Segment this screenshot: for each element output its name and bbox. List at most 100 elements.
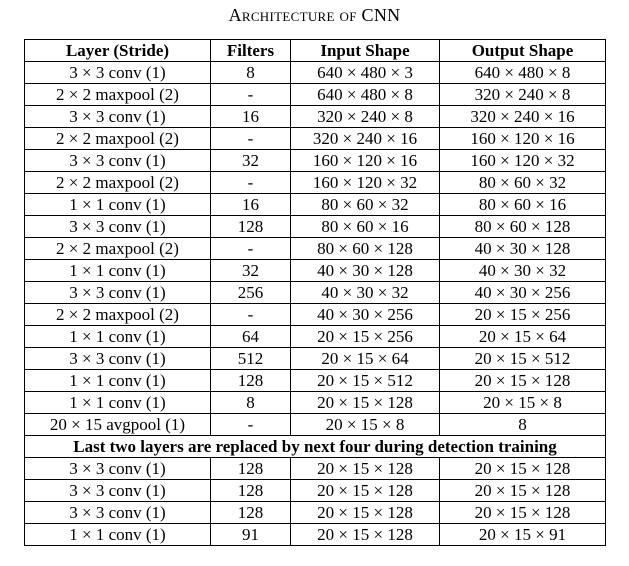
input-shape-cell: 40 × 30 × 32: [290, 281, 440, 304]
table-row: 3 × 3 conv (1) 128 20 × 15 × 128 20 × 15 × …: [24, 457, 606, 480]
filters-cell: -: [210, 171, 291, 194]
table-caption: Architecture of CNN: [228, 5, 401, 25]
layer-cell: 20 × 15 avgpool (1): [24, 413, 211, 436]
input-shape-cell: 160 × 120 × 32: [290, 171, 440, 194]
output-shape-cell: 20 × 15 × 128: [439, 501, 606, 524]
filters-cell: 256: [210, 281, 291, 304]
output-shape-cell: 40 × 30 × 32: [439, 259, 606, 282]
output-shape-cell: 20 × 15 × 91: [439, 523, 606, 546]
table-row: 3 × 3 conv (1) 128 20 × 15 × 128 20 × 15 × …: [24, 479, 606, 502]
input-shape-cell: 80 × 60 × 32: [290, 193, 440, 216]
input-shape-cell: 20 × 15 × 64: [290, 347, 440, 370]
table-row: 3 × 3 conv (1) 32 160 × 120 × 16 160 × 120 …: [24, 149, 606, 172]
output-shape-cell: 20 × 15 × 128: [439, 369, 606, 392]
layer-cell: 1 × 1 conv (1): [24, 523, 211, 546]
layer-cell: 2 × 2 maxpool (2): [24, 171, 211, 194]
input-shape-cell: 20 × 15 × 128: [290, 479, 440, 502]
output-shape-cell: 20 × 15 × 128: [439, 457, 606, 480]
output-shape-cell: 20 × 15 × 128: [439, 479, 606, 502]
table-row: 1 × 1 conv (1) 8 20 × 15 × 128 20 × 15 × 8: [24, 391, 606, 414]
filters-cell: 128: [210, 369, 291, 392]
input-shape-cell: 20 × 15 × 256: [290, 325, 440, 348]
input-shape-cell: 80 × 60 × 16: [290, 215, 440, 238]
layer-cell: 3 × 3 conv (1): [24, 457, 211, 480]
layer-cell: 3 × 3 conv (1): [24, 501, 211, 524]
output-shape-cell: 640 × 480 × 8: [439, 61, 606, 84]
input-shape-cell: 20 × 15 × 8: [290, 413, 440, 436]
input-shape-cell: 640 × 480 × 3: [290, 61, 440, 84]
note-body: Last two layers are replaced by next fou…: [24, 435, 606, 458]
table-row: 2 × 2 maxpool (2) -80 × 60 × 128 40 × 30 ×…: [24, 237, 606, 260]
layer-cell: 3 × 3 conv (1): [24, 479, 211, 502]
filters-cell: 8: [210, 391, 291, 414]
output-shape-cell: 8: [439, 413, 606, 436]
filters-cell: -: [210, 303, 291, 326]
input-shape-cell: 160 × 120 × 16: [290, 149, 440, 172]
layer-cell: 3 × 3 conv (1): [24, 61, 211, 84]
table-row: 2 × 2 maxpool (2) -40 × 30 × 256 20 × 15 ×…: [24, 303, 606, 326]
filters-cell: 16: [210, 105, 291, 128]
detection-table-body: 3 × 3 conv (1) 128 20 × 15 × 128 20 × 15 × …: [24, 457, 606, 546]
layer-cell: 3 × 3 conv (1): [24, 281, 211, 304]
input-shape-cell: 20 × 15 × 128: [290, 391, 440, 414]
table-row: 2 × 2 maxpool (2) -640 × 480 × 8 320 × 240…: [24, 83, 606, 106]
table-row: 2 × 2 maxpool (2) -320 × 240 × 16 160 × 12…: [24, 127, 606, 150]
output-shape-cell: 20 × 15 × 512: [439, 347, 606, 370]
table-row: 1 × 1 conv (1) 128 20 × 15 × 512 20 × 15 × …: [24, 369, 606, 392]
filters-cell: 128: [210, 457, 291, 480]
input-shape-cell: 20 × 15 × 512: [290, 369, 440, 392]
layer-cell: 3 × 3 conv (1): [24, 149, 211, 172]
table-row: 3 × 3 conv (1) 8 640 × 480 × 3 640 × 480 × …: [24, 61, 606, 84]
detection-note: Last two layers are replaced by next fou…: [24, 435, 606, 458]
layer-cell: 3 × 3 conv (1): [24, 105, 211, 128]
table-row: 3 × 3 conv (1) 128 80 × 60 × 16 80 × 60 × 1…: [24, 215, 606, 238]
layer-cell: 1 × 1 conv (1): [24, 369, 211, 392]
output-shape-cell: 20 × 15 × 8: [439, 391, 606, 414]
layer-cell: 2 × 2 maxpool (2): [24, 83, 211, 106]
header-row: Layer (Stride) Filters Input Shape Outpu…: [24, 39, 606, 62]
output-shape-cell: 160 × 120 × 32: [439, 149, 606, 172]
filters-cell: 16: [210, 193, 291, 216]
table-row: 1 × 1 conv (1) 91 20 × 15 × 128 20 × 15 × 9…: [24, 523, 606, 546]
filters-cell: 64: [210, 325, 291, 348]
table-body: 3 × 3 conv (1) 8 640 × 480 × 3 640 × 480 × …: [24, 61, 606, 436]
table-row: 3 × 3 conv (1) 256 40 × 30 × 32 40 × 30 × 2…: [24, 281, 606, 304]
output-shape-cell: 80 × 60 × 16: [439, 193, 606, 216]
filters-cell: 128: [210, 215, 291, 238]
filters-cell: 128: [210, 479, 291, 502]
filters-cell: 128: [210, 501, 291, 524]
layer-cell: 2 × 2 maxpool (2): [24, 303, 211, 326]
output-shape-cell: 80 × 60 × 128: [439, 215, 606, 238]
input-shape-cell: 640 × 480 × 8: [290, 83, 440, 106]
header-input-shape: Input Shape: [290, 39, 440, 62]
filters-cell: 91: [210, 523, 291, 546]
input-shape-cell: 40 × 30 × 128: [290, 259, 440, 282]
layer-cell: 1 × 1 conv (1): [24, 325, 211, 348]
input-shape-cell: 40 × 30 × 256: [290, 303, 440, 326]
input-shape-cell: 20 × 15 × 128: [290, 501, 440, 524]
layer-cell: 1 × 1 conv (1): [24, 259, 211, 282]
filters-cell: -: [210, 413, 291, 436]
header-layer: Layer (Stride): [24, 39, 211, 62]
input-shape-cell: 320 × 240 × 8: [290, 105, 440, 128]
input-shape-cell: 320 × 240 × 16: [290, 127, 440, 150]
filters-cell: 512: [210, 347, 291, 370]
header-output-shape: Output Shape: [439, 39, 606, 62]
filters-cell: -: [210, 127, 291, 150]
output-shape-cell: 320 × 240 × 16: [439, 105, 606, 128]
filters-cell: 32: [210, 259, 291, 282]
filters-cell: 32: [210, 149, 291, 172]
output-shape-cell: 20 × 15 × 256: [439, 303, 606, 326]
layer-cell: 1 × 1 conv (1): [24, 391, 211, 414]
architecture-table: Layer (Stride) Filters Input Shape Outpu…: [24, 39, 606, 546]
table-row: 2 × 2 maxpool (2) -160 × 120 × 32 80 × 60 …: [24, 171, 606, 194]
input-shape-cell: 80 × 60 × 128: [290, 237, 440, 260]
input-shape-cell: 20 × 15 × 128: [290, 457, 440, 480]
output-shape-cell: 80 × 60 × 32: [439, 171, 606, 194]
header-filters: Filters: [210, 39, 291, 62]
table-header: Layer (Stride) Filters Input Shape Outpu…: [24, 39, 606, 62]
output-shape-cell: 40 × 30 × 256: [439, 281, 606, 304]
layer-cell: 2 × 2 maxpool (2): [24, 237, 211, 260]
filters-cell: -: [210, 237, 291, 260]
